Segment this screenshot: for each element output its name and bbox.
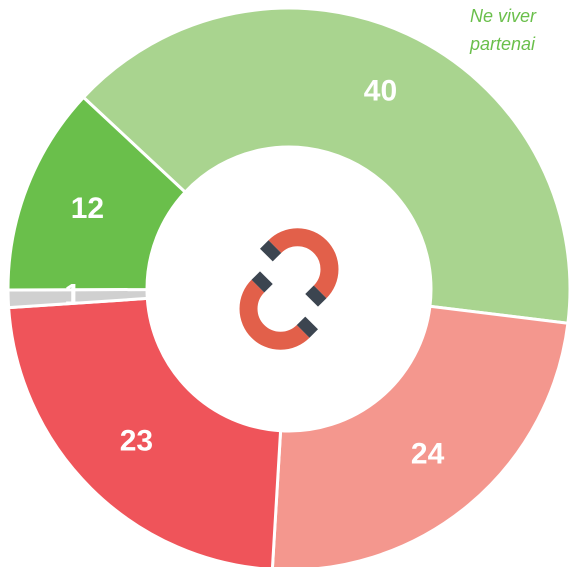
data-label: 23 <box>120 425 153 458</box>
magnet-tip <box>260 240 282 262</box>
magnet-bottom <box>239 279 310 350</box>
slice <box>270 304 570 567</box>
magnet-tip <box>305 285 327 307</box>
magnet-top <box>268 228 339 299</box>
data-label: 12 <box>71 192 104 225</box>
data-label: 24 <box>411 437 445 470</box>
donut <box>6 6 571 567</box>
data-label: 40 <box>364 75 397 108</box>
slice <box>81 6 571 325</box>
data-labels: 40 24 23 1 12 <box>64 75 444 471</box>
annotation: partenai <box>469 34 536 54</box>
annotation: Ne viver <box>470 6 537 26</box>
slice <box>6 95 188 292</box>
slice <box>7 296 283 567</box>
magnet-tip <box>296 316 318 338</box>
data-label: 1 <box>64 278 81 311</box>
magnet-tip <box>251 271 273 293</box>
magnet-icon <box>239 228 339 350</box>
